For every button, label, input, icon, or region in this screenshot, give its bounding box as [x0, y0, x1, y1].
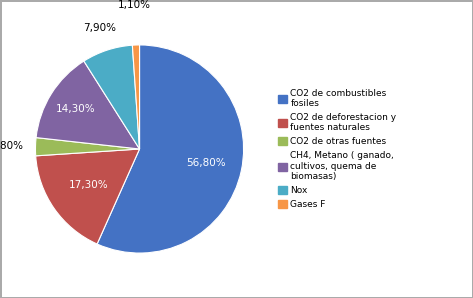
- Text: 7,90%: 7,90%: [84, 23, 116, 33]
- Wedge shape: [35, 138, 140, 156]
- Text: 56,80%: 56,80%: [186, 158, 226, 168]
- Wedge shape: [35, 149, 140, 244]
- Text: 2,80%: 2,80%: [0, 141, 23, 151]
- Text: 1,10%: 1,10%: [118, 1, 151, 10]
- Legend: CO2 de combustibles
fosiles, CO2 de deforestacion y
fuentes naturales, CO2 de ot: CO2 de combustibles fosiles, CO2 de defo…: [274, 85, 400, 213]
- Wedge shape: [36, 61, 140, 149]
- Wedge shape: [84, 45, 140, 149]
- Text: 14,30%: 14,30%: [56, 104, 96, 114]
- Text: 17,30%: 17,30%: [69, 180, 108, 190]
- Wedge shape: [97, 45, 244, 253]
- Wedge shape: [132, 45, 140, 149]
